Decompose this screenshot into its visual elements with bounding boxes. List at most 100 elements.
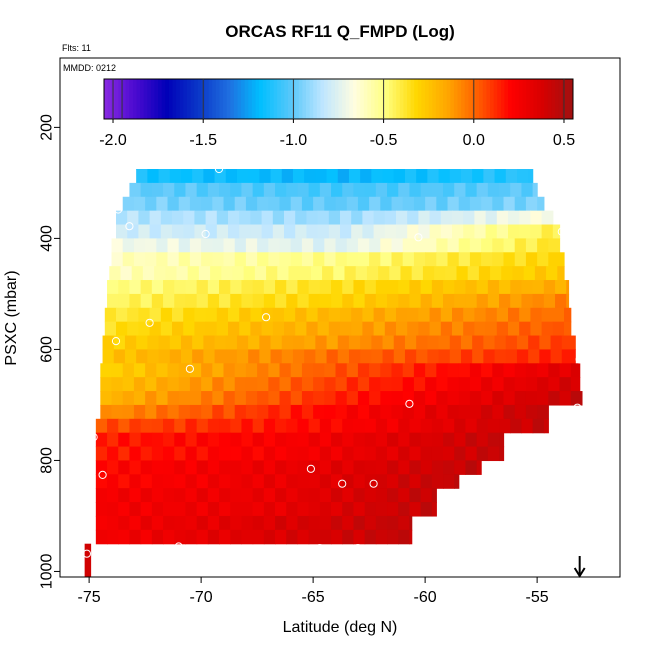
heatmap-cell bbox=[207, 280, 220, 295]
heatmap-cell bbox=[118, 474, 131, 489]
heatmap-cell bbox=[140, 515, 153, 531]
heatmap-cell bbox=[335, 196, 348, 212]
heatmap-cell bbox=[499, 418, 511, 434]
heatmap-cell bbox=[324, 363, 337, 378]
heatmap-cell bbox=[212, 363, 225, 378]
heatmap-cell bbox=[111, 391, 124, 406]
heatmap-cell bbox=[373, 224, 386, 239]
heatmap-cell bbox=[250, 307, 263, 323]
heatmap-cell bbox=[129, 293, 142, 309]
sample-point bbox=[262, 313, 271, 322]
heatmap-cell bbox=[436, 238, 449, 253]
colorbar-segment bbox=[197, 79, 202, 119]
heatmap-cell bbox=[346, 196, 359, 212]
heatmap-cell bbox=[458, 391, 471, 406]
colorbar-segment bbox=[338, 79, 343, 119]
heatmap-cell bbox=[532, 293, 545, 309]
sample-point bbox=[414, 233, 423, 242]
colorbar-segment bbox=[266, 79, 271, 119]
heatmap-cell bbox=[564, 321, 572, 337]
heatmap-cell bbox=[360, 349, 372, 364]
heatmap-cell bbox=[342, 515, 355, 531]
colorbar-segment bbox=[342, 79, 347, 119]
heatmap-cell bbox=[295, 321, 307, 337]
heatmap-cell bbox=[463, 307, 475, 323]
heatmap-cell bbox=[375, 529, 388, 545]
heatmap-cell bbox=[364, 502, 377, 517]
x-tick-label: -55 bbox=[526, 589, 549, 606]
heatmap-cell bbox=[263, 502, 276, 517]
heatmap-cell bbox=[331, 446, 343, 462]
heatmap-cell bbox=[261, 224, 274, 239]
heatmap-cell bbox=[398, 182, 411, 198]
heatmap-cell bbox=[214, 169, 227, 184]
heatmap-cell bbox=[196, 293, 209, 309]
heatmap-cell bbox=[481, 238, 493, 253]
heatmap-cell bbox=[371, 349, 384, 364]
heatmap-cell bbox=[301, 391, 314, 406]
heatmap-cell bbox=[156, 238, 169, 253]
colorbar-segment bbox=[356, 79, 361, 119]
heatmap-cell bbox=[387, 460, 399, 475]
heatmap-cell bbox=[107, 529, 119, 545]
heatmap-cell bbox=[364, 432, 377, 448]
heatmap-cell bbox=[449, 335, 462, 351]
heatmap-cell bbox=[384, 210, 397, 226]
heatmap-cell bbox=[487, 418, 500, 434]
heatmap-cell bbox=[380, 363, 393, 378]
sample-point bbox=[405, 399, 414, 408]
colorbar-segment bbox=[140, 79, 145, 119]
heatmap-cell bbox=[454, 182, 467, 198]
heatmap-cell bbox=[230, 293, 243, 309]
heatmap-cell bbox=[416, 169, 428, 184]
heatmap-cell bbox=[555, 293, 567, 309]
heatmap-cell bbox=[357, 196, 370, 212]
heatmap-cell bbox=[331, 432, 343, 448]
heatmap-cell bbox=[169, 335, 182, 351]
heatmap-cell bbox=[95, 446, 108, 462]
heatmap-cell bbox=[172, 321, 184, 337]
colorbar-segment bbox=[407, 79, 412, 119]
heatmap-cell bbox=[353, 446, 366, 462]
heatmap-cell bbox=[355, 266, 368, 281]
heatmap-cell bbox=[304, 335, 316, 351]
heatmap-cell bbox=[95, 502, 108, 517]
heatmap-cell bbox=[252, 502, 265, 517]
heatmap-cell bbox=[572, 335, 576, 351]
heatmap-cell bbox=[503, 238, 516, 253]
heatmap-cell bbox=[443, 280, 455, 295]
heatmap-cell bbox=[252, 432, 265, 448]
heatmap-cell bbox=[452, 321, 464, 337]
heatmap-cell bbox=[275, 460, 287, 475]
heatmap-cell bbox=[201, 252, 213, 267]
heatmap-cell bbox=[525, 238, 538, 253]
heatmap-cell bbox=[499, 293, 511, 309]
heatmap-cell bbox=[245, 404, 258, 420]
heatmap-cell bbox=[284, 210, 296, 226]
heatmap-cell bbox=[301, 196, 314, 212]
heatmap-cell bbox=[163, 293, 175, 309]
heatmap-cell bbox=[492, 377, 505, 392]
heatmap-cell bbox=[107, 488, 119, 503]
heatmap-cell bbox=[438, 169, 451, 184]
heatmap-cell bbox=[219, 460, 231, 475]
heatmap-cell bbox=[443, 182, 455, 198]
heatmap-cell bbox=[268, 363, 281, 378]
heatmap-cell bbox=[174, 182, 187, 198]
heatmap-cell bbox=[425, 391, 437, 406]
heatmap-cell bbox=[362, 224, 375, 239]
heatmap-cell bbox=[396, 307, 408, 323]
heatmap-cell bbox=[158, 349, 171, 364]
heatmap-cell bbox=[319, 293, 332, 309]
heatmap-cell bbox=[570, 363, 581, 378]
heatmap-cell bbox=[275, 502, 287, 517]
heatmap-cell bbox=[122, 363, 135, 378]
colorbar-segment bbox=[273, 79, 278, 119]
heatmap-cell bbox=[301, 363, 314, 378]
heatmap-cell bbox=[234, 404, 247, 420]
heatmap-cell bbox=[259, 169, 272, 184]
heatmap-cell bbox=[107, 515, 119, 531]
plot-frame bbox=[59, 57, 621, 578]
heatmap-cell bbox=[357, 391, 370, 406]
heatmap-cell bbox=[391, 196, 404, 212]
